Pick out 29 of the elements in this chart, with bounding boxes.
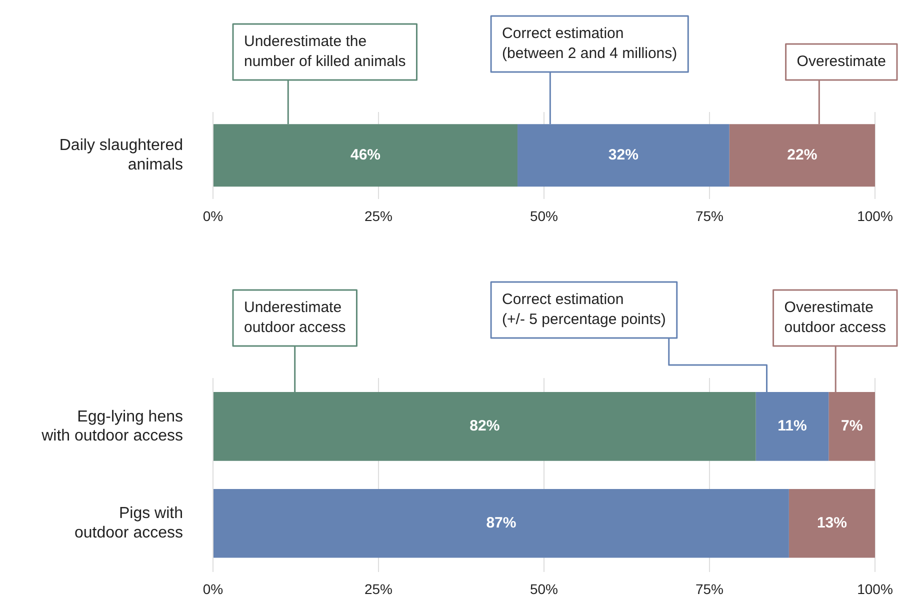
y-tick-label: Daily slaughtered animals [59,137,183,174]
x-tick-label: 100% [857,208,893,224]
bar [788,488,875,558]
x-tick-label: 100% [857,581,893,598]
text: Correct estimation (+/- 5 percentage points) [502,291,666,328]
x-tick-label: 25% [364,208,393,224]
y-tick-label: Pigs with outdoor access [74,505,183,542]
data-label: 87% [486,514,516,532]
data-label: 13% [816,514,847,532]
text: Overestimate [796,53,886,70]
data-label: 7% [840,418,863,435]
x-tick-label: 0% [202,581,224,598]
x-tick-label: 0% [202,208,224,224]
text: Overestimate outdoor access [784,299,886,336]
text: Correct estimation (between 2 and 4 millions) [502,25,678,62]
data-label: 22% [787,146,818,164]
y-tick-label: Egg-lying hens with outdoor access [40,408,183,444]
x-tick-label: 75% [695,208,724,224]
data-label: 11% [778,418,807,435]
x-tick-label: 50% [530,581,558,598]
data-label: 82% [470,418,500,435]
x-tick-label: 75% [695,581,724,598]
x-tick-label: 50% [530,208,558,224]
text: Underestimate outdoor access [244,299,346,336]
bar [214,488,789,558]
x-tick-label: 25% [364,581,393,598]
data-label: 46% [350,146,381,164]
text: Underestimate the number of killed animals [244,33,406,70]
data-label: 32% [608,146,638,164]
